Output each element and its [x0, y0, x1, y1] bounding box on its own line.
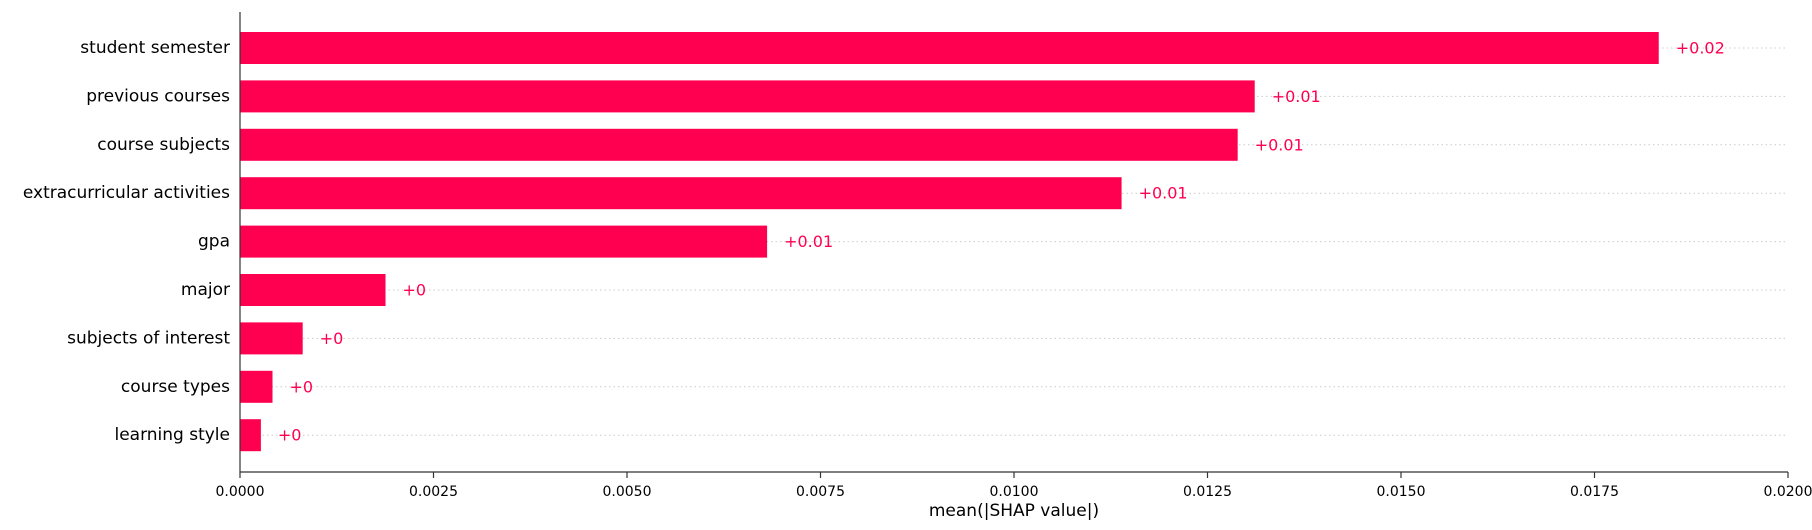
data-label: +0.01	[1139, 184, 1188, 203]
data-label: +0	[403, 281, 427, 300]
x-tick-label: 0.0200	[1764, 484, 1812, 500]
category-label: gpa	[198, 232, 230, 252]
bar	[240, 274, 386, 306]
bar-layer	[240, 32, 1659, 452]
x-tick-label: 0.0175	[1570, 484, 1619, 500]
bar	[240, 128, 1238, 161]
category-label: previous courses	[86, 86, 230, 106]
data-label: +0.01	[1255, 135, 1304, 154]
x-tick-label: 0.0000	[216, 484, 265, 500]
x-tick-label: 0.0075	[796, 484, 845, 500]
bar	[240, 225, 768, 258]
category-label: course types	[121, 377, 230, 397]
x-tick-label: 0.0025	[409, 484, 458, 500]
category-label: student semester	[80, 38, 230, 58]
x-tick-label: 0.0050	[603, 484, 652, 500]
category-label: learning style	[114, 425, 230, 445]
x-tick-label: 0.0125	[1183, 484, 1232, 500]
x-tick-layer: 0.0000 0.0025 0.0050 0.0075 0.0100 0.0125 0.01…	[216, 472, 1812, 500]
data-label: +0	[278, 426, 302, 445]
category-label: subjects of interest	[67, 328, 230, 348]
data-label: +0.02	[1676, 39, 1725, 58]
bar	[240, 177, 1122, 210]
data-label: +0.01	[1272, 87, 1321, 106]
bar	[240, 370, 273, 403]
category-label: course subjects	[97, 135, 230, 155]
label-layer: student semester +0.02 previous courses +0.…	[23, 38, 1725, 445]
bar	[240, 80, 1255, 113]
x-tick-label: 0.0100	[990, 484, 1039, 500]
data-label: +0.01	[784, 232, 833, 251]
category-label: extracurricular activities	[23, 183, 230, 203]
data-label: +0	[290, 377, 314, 396]
bar	[240, 32, 1659, 64]
data-label: +0	[320, 329, 344, 348]
x-tick-label: 0.0150	[1377, 484, 1426, 500]
x-axis-title: mean(|SHAP value|)	[929, 501, 1099, 521]
bar	[240, 419, 261, 452]
bar	[240, 322, 303, 355]
category-label: major	[181, 280, 230, 300]
